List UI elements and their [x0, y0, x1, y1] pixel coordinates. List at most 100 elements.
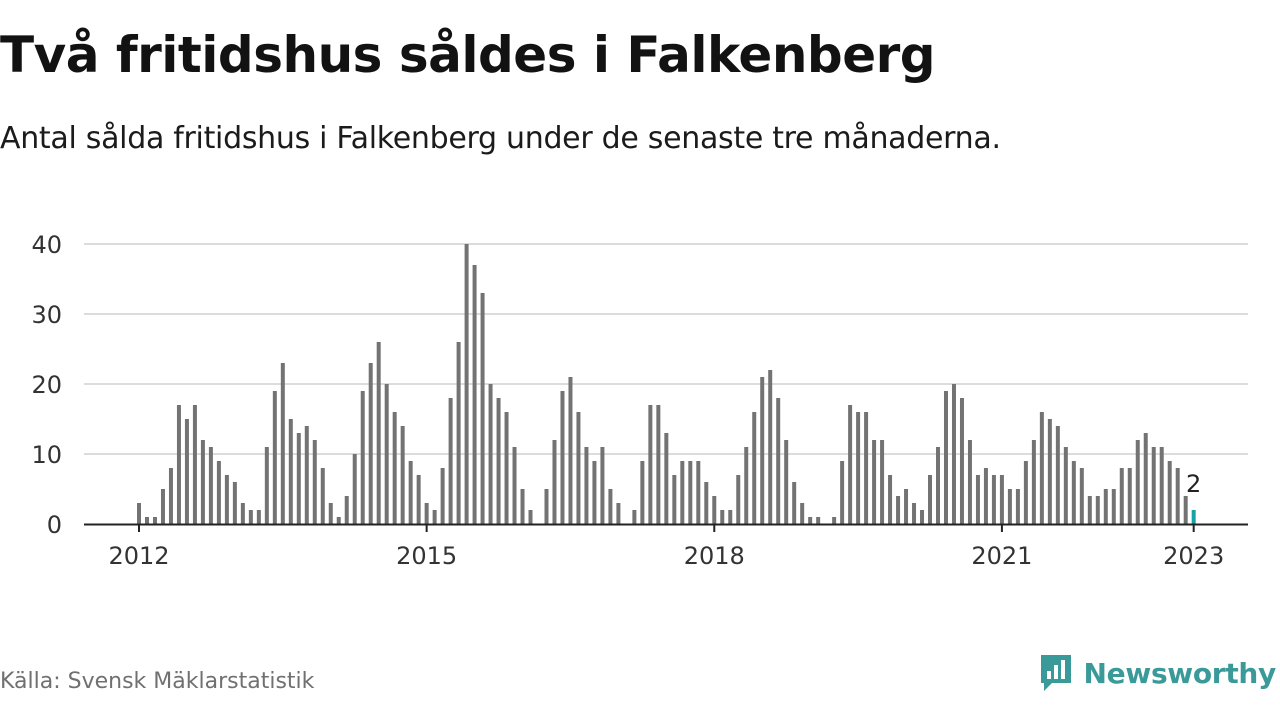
y-axis-labels: 0 10 20 30 40	[31, 231, 62, 539]
bar	[632, 510, 637, 524]
bar	[1015, 489, 1020, 524]
bar	[720, 510, 725, 524]
bar	[680, 461, 685, 524]
y-tick-label: 30	[31, 301, 62, 329]
bar	[504, 412, 509, 524]
bar	[959, 398, 964, 524]
bar	[808, 517, 813, 524]
bar	[224, 475, 229, 524]
bar	[176, 405, 181, 524]
bar	[999, 475, 1004, 524]
bar	[528, 510, 533, 524]
bar	[152, 517, 157, 524]
bar	[1039, 412, 1044, 524]
bar	[616, 503, 621, 524]
bar	[991, 475, 996, 524]
bar	[408, 461, 413, 524]
bar	[352, 454, 357, 524]
bar	[896, 496, 901, 524]
bar	[784, 440, 789, 524]
bar	[888, 475, 893, 524]
bar	[200, 440, 205, 524]
chart-subtitle: Antal sålda fritidshus i Falkenberg unde…	[0, 121, 1001, 156]
bar	[144, 517, 149, 524]
bar	[216, 461, 221, 524]
bar	[928, 475, 933, 524]
bar	[712, 496, 717, 524]
bar	[1143, 433, 1148, 524]
y-tick-label: 40	[31, 231, 62, 259]
bar	[872, 440, 877, 524]
bar	[304, 426, 309, 524]
bar	[520, 489, 525, 524]
bar	[320, 468, 325, 524]
bar	[1103, 489, 1108, 524]
bar	[800, 503, 805, 524]
bar	[880, 440, 885, 524]
bar	[544, 489, 549, 524]
bar	[1111, 489, 1116, 524]
bar	[272, 391, 277, 524]
bar	[488, 384, 493, 524]
bar	[1023, 461, 1028, 524]
bar	[688, 461, 693, 524]
bar	[464, 244, 469, 524]
bar	[552, 440, 557, 524]
bar	[137, 503, 141, 524]
bar	[192, 405, 197, 524]
bar	[288, 419, 293, 524]
bar	[1095, 496, 1100, 524]
gridlines	[84, 243, 1248, 455]
bar	[912, 503, 917, 524]
bar	[1159, 447, 1164, 524]
bar	[920, 510, 925, 524]
bar	[584, 447, 589, 524]
bar	[816, 517, 821, 524]
bar	[967, 440, 972, 524]
bar	[1135, 440, 1140, 524]
x-tick-label: 2012	[108, 542, 169, 570]
source-note: Källa: Svensk Mäklarstatistik	[0, 669, 315, 694]
bar	[280, 363, 285, 524]
bar	[696, 461, 701, 524]
bar	[943, 391, 948, 524]
newsworthy-logo-text: Newsworthy	[1083, 656, 1277, 690]
newsworthy-logo[interactable]: Newsworthy	[1038, 652, 1276, 694]
bar	[264, 447, 269, 524]
bar	[792, 482, 797, 524]
bar	[416, 475, 421, 524]
bar	[776, 398, 781, 524]
bar	[400, 426, 405, 524]
y-tick-label: 10	[31, 441, 62, 469]
x-tick-label: 2023	[1163, 542, 1224, 570]
bar	[1055, 426, 1060, 524]
bar	[592, 461, 597, 524]
bar	[1183, 496, 1188, 524]
bars	[137, 244, 1196, 524]
bar	[1079, 468, 1084, 524]
bar	[864, 412, 869, 524]
bar	[752, 412, 757, 524]
newsworthy-logo-icon	[1040, 655, 1071, 691]
x-tick-label: 2021	[971, 542, 1032, 570]
bar	[512, 447, 517, 524]
bar	[983, 468, 988, 524]
bar	[1063, 447, 1068, 524]
bar	[576, 412, 581, 524]
bar	[832, 517, 837, 524]
bar	[664, 433, 669, 524]
bar	[392, 412, 397, 524]
bar	[448, 398, 453, 524]
bar	[496, 398, 501, 524]
bar	[424, 503, 429, 524]
bar	[1047, 419, 1052, 524]
bar	[248, 510, 253, 524]
x-tick-label: 2015	[396, 542, 457, 570]
bar	[240, 503, 245, 524]
bar	[368, 363, 373, 524]
bar	[1087, 496, 1092, 524]
bar	[728, 510, 733, 524]
bar	[384, 384, 389, 524]
bar	[472, 265, 477, 524]
bar	[1175, 468, 1180, 524]
